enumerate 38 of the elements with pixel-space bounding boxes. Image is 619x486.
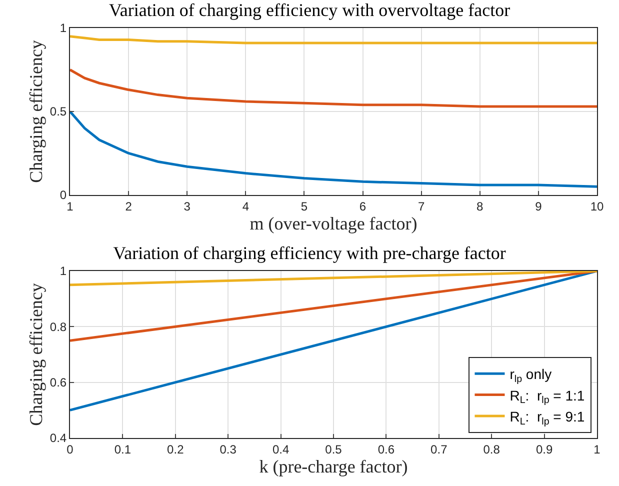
x-tick-label: 0.1 bbox=[114, 442, 132, 456]
x-tick-label: 1 bbox=[594, 442, 601, 456]
x-tick-label: 0.9 bbox=[536, 442, 553, 456]
x-tick-label: 0.7 bbox=[430, 442, 448, 456]
x-tick-label: 2 bbox=[125, 199, 132, 214]
legend-label: R$_{L}$: r$_{lp}$ = 1:1 bbox=[510, 387, 585, 406]
line-series bbox=[70, 68, 597, 108]
x-tick-label: 0.2 bbox=[167, 442, 184, 456]
y-axis-title: Charging efficiency bbox=[26, 40, 46, 183]
line-series bbox=[70, 35, 597, 44]
x-tick-label: 10 bbox=[590, 199, 604, 214]
legend-label: R$_{L}$: r$_{lp}$ = 9:1 bbox=[510, 408, 585, 428]
chart-title: Variation of charging efficiency with pre-charge factor bbox=[113, 243, 506, 264]
x-tick-label: 6 bbox=[359, 199, 366, 214]
y-axis-title: Charging efficiency bbox=[26, 283, 46, 426]
y-tick-label: 0.8 bbox=[50, 320, 67, 334]
x-tick-label: 0.8 bbox=[483, 442, 500, 456]
x-tick-label: 9 bbox=[535, 199, 542, 214]
y-tick-label: 0.6 bbox=[50, 376, 67, 390]
x-axis-title: m (over-voltage factor) bbox=[250, 213, 418, 234]
x-tick-label: 8 bbox=[476, 199, 484, 214]
y-tick-label: 0 bbox=[60, 188, 67, 202]
y-tick-label: 1 bbox=[60, 21, 67, 36]
x-tick-label: 5 bbox=[300, 199, 308, 214]
y-tick-label: 1 bbox=[60, 264, 67, 278]
x-tick-label: 4 bbox=[242, 199, 250, 214]
x-tick-label: 0.6 bbox=[378, 442, 395, 456]
x-tick-label: 0.4 bbox=[272, 442, 290, 456]
line-series bbox=[70, 110, 597, 188]
chart-title: Variation of charging efficiency with overvoltage factor bbox=[108, 0, 510, 20]
x-axis-title: k (pre-charge factor) bbox=[259, 456, 408, 476]
y-tick-label: 0.4 bbox=[50, 431, 67, 446]
x-tick-label: 0.5 bbox=[325, 442, 342, 456]
legend-label: r$_{lp}$ only bbox=[510, 366, 552, 385]
x-tick-label: 7 bbox=[418, 199, 425, 214]
x-tick-label: 3 bbox=[184, 199, 191, 214]
y-tick-label: 0.5 bbox=[50, 104, 67, 119]
x-tick-label: 0.3 bbox=[220, 442, 237, 456]
